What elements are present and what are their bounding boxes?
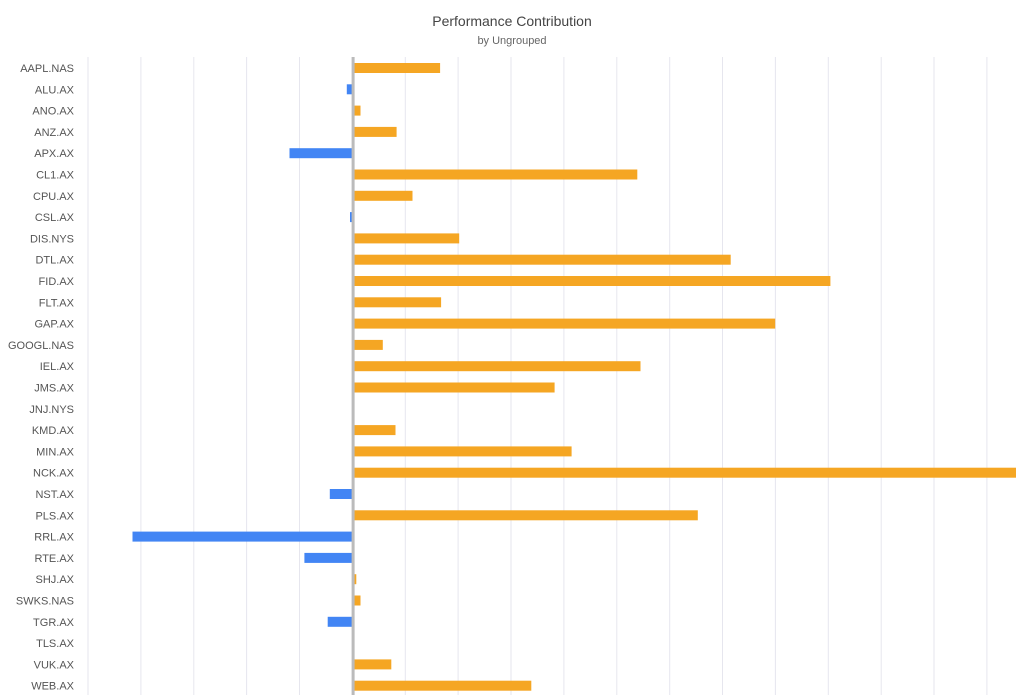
bar[interactable] [289,148,354,159]
category-label: NST.AX [35,489,74,501]
category-label: CPU.AX [33,191,75,203]
bar[interactable] [353,63,441,73]
bar[interactable] [327,616,354,627]
bar[interactable] [353,318,776,329]
category-label: ALU.AX [35,84,75,96]
category-label: CSL.AX [35,212,75,224]
category-label: FLT.AX [39,297,75,309]
category-label: DIS.NYS [30,233,74,245]
category-label: SWKS.NAS [16,596,74,608]
category-label: FID.AX [39,276,75,288]
category-label: GOOGL.NAS [8,340,74,352]
category-label: APX.AX [34,148,74,160]
bar[interactable] [353,595,361,606]
bar[interactable] [353,254,731,265]
bar[interactable] [353,467,1017,478]
category-label: WEB.AX [31,681,74,693]
bar[interactable] [353,574,357,585]
bar[interactable] [353,510,698,521]
bar[interactable] [132,531,354,542]
category-label: NCK.AX [33,468,75,480]
category-label: VUK.AX [34,659,75,671]
category-labels: AAPL.NAS ALU.AX ANO.AX ANZ.AX APX.AX CL1.AX CP… [8,63,75,693]
category-label: TLS.AX [36,638,75,650]
category-label: RRL.AX [34,532,74,544]
chart-subtitle: by Ungrouped [477,35,547,47]
bars [132,63,1017,691]
category-label: JNJ.NYS [29,404,74,416]
category-label: DTL.AX [35,255,74,267]
category-label: ANZ.AX [34,127,74,139]
category-label: RTE.AX [34,553,74,565]
bar[interactable] [353,105,361,116]
category-label: IEL.AX [40,361,75,373]
category-label: GAP.AX [34,319,74,331]
bar[interactable] [353,126,397,137]
category-label: ANO.AX [32,106,74,118]
chart-title: Performance Contribution [432,13,592,29]
category-label: AAPL.NAS [20,63,74,75]
category-label: KMD.AX [32,425,75,437]
category-label: CL1.AX [36,170,75,182]
bar[interactable] [353,169,638,180]
bar[interactable] [353,382,555,393]
bar[interactable] [353,233,460,244]
bar[interactable] [353,659,392,670]
bar[interactable] [353,297,442,308]
bar[interactable] [346,84,354,95]
bar[interactable] [329,489,354,499]
category-label: PLS.AX [35,510,74,522]
bar[interactable] [353,425,396,436]
bar[interactable] [353,361,641,372]
bar[interactable] [353,446,572,457]
category-label: MIN.AX [36,446,75,458]
bar[interactable] [353,339,383,350]
gridlines [87,57,988,695]
category-label: TGR.AX [33,617,75,629]
bar[interactable] [353,190,413,201]
bar[interactable] [353,276,831,286]
category-label: JMS.AX [34,383,74,395]
bar[interactable] [353,680,532,691]
category-label: SHJ.AX [35,574,74,586]
bar[interactable] [304,552,354,563]
